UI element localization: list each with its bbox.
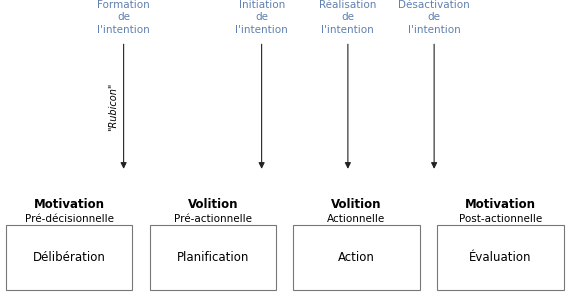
Text: Volition: Volition xyxy=(331,198,382,211)
Text: Pré-actionnelle: Pré-actionnelle xyxy=(174,214,252,224)
Text: Motivation: Motivation xyxy=(465,198,536,211)
Text: Pré-décisionnelle: Pré-décisionnelle xyxy=(25,214,113,224)
Bar xyxy=(437,225,564,290)
Text: Désactivation
de
l'intention: Désactivation de l'intention xyxy=(398,0,470,35)
Text: Réalisation
de
l'intention: Réalisation de l'intention xyxy=(319,0,377,35)
Text: "Rubicon": "Rubicon" xyxy=(108,82,118,131)
Bar xyxy=(293,225,420,290)
Text: Planification: Planification xyxy=(177,251,249,264)
Text: Post-actionnelle: Post-actionnelle xyxy=(459,214,542,224)
Text: Évaluation: Évaluation xyxy=(469,251,531,264)
Bar xyxy=(150,225,276,290)
Text: Formation
de
l'intention: Formation de l'intention xyxy=(97,0,150,35)
Text: Action: Action xyxy=(338,251,375,264)
Bar xyxy=(6,225,132,290)
Text: Motivation: Motivation xyxy=(33,198,105,211)
Text: Actionnelle: Actionnelle xyxy=(327,214,386,224)
Text: Volition: Volition xyxy=(187,198,238,211)
Text: Délibération: Délibération xyxy=(33,251,105,264)
Text: Initiation
de
l'intention: Initiation de l'intention xyxy=(235,0,288,35)
